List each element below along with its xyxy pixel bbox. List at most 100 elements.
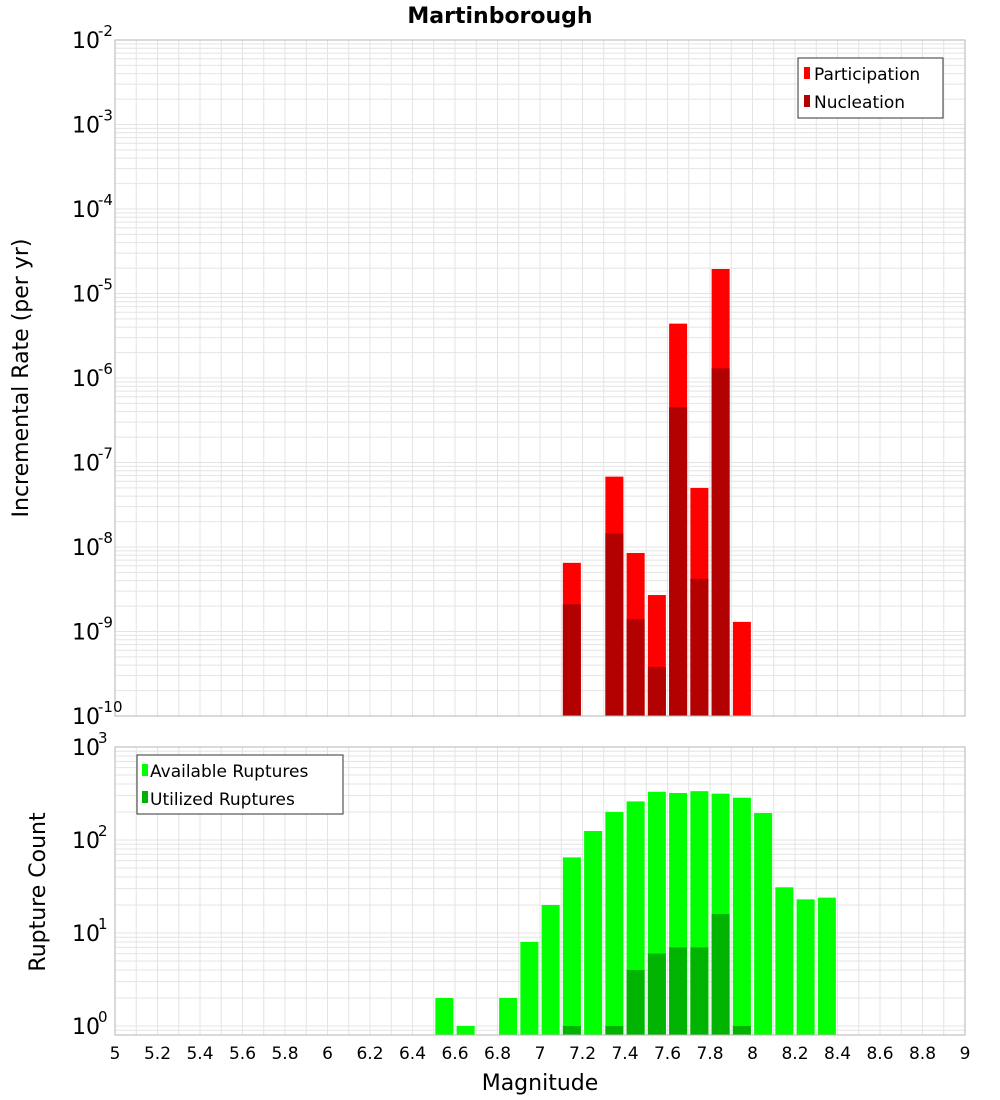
count-bar-utilized-ruptures [690,947,709,1035]
x-tick-label: 7.4 [611,1044,638,1064]
utilized-legend-swatch [142,791,148,803]
count-bar-available-ruptures [817,897,836,1035]
rate-bar-nucleation [669,407,688,716]
x-tick-label: 6.2 [356,1044,383,1064]
x-tick-label: 6.6 [441,1044,468,1064]
x-axis-label: Magnitude [482,1071,599,1096]
rate-y-tick-label: 10 [72,367,100,392]
count-bar-utilized-ruptures [562,1025,581,1035]
count-bar-available-ruptures [456,1025,475,1035]
count-bar-available-ruptures [732,797,751,1035]
count-plot-frame [114,746,966,1036]
count-bar-available-ruptures [562,857,581,1035]
count-bar-available-ruptures [499,997,518,1035]
x-tick-label: 8.6 [866,1044,893,1064]
x-tick-label: 7.6 [654,1044,681,1064]
count-y-tick-label: 10 [72,922,100,947]
rate-y-tick-exponent: -4 [98,191,113,209]
count-x-ticks: 5 5.2 5.4 5.6 5.8 6 6.2 6.4 6.6 6.8 7 7.2 7.4 7.6 7.8 8… [110,1044,971,1064]
count-bar-available-ruptures [541,904,560,1035]
count-bar-utilized-ruptures [711,914,730,1035]
rate-y-tick-label: 10 [72,452,100,477]
x-tick-label: 5.2 [144,1044,171,1064]
nucleation-legend-swatch [804,95,810,107]
count-y-tick-exponent: 0 [98,1008,108,1026]
x-tick-label: 5 [110,1044,121,1064]
rate-y-tick-exponent: -5 [98,276,113,294]
count-bar-available-ruptures [775,887,794,1035]
x-tick-label: 7.8 [696,1044,723,1064]
rate-y-tick-exponent: -3 [98,107,113,125]
utilized-legend-label: Utilized Ruptures [150,790,295,810]
chart-title: Martinborough [407,4,592,29]
count-bar-available-ruptures [754,813,773,1035]
count-y-tick-exponent: 2 [98,822,108,840]
rate-y-axis-label: Incremental Rate (per yr) [9,239,34,518]
count-bar-available-ruptures [796,899,815,1035]
rate-y-tick-label: 10 [72,621,100,646]
available-legend-label: Available Ruptures [150,762,308,782]
participation-legend-swatch [804,67,810,79]
rate-y-tick-label: 10 [72,198,100,223]
count-bars [435,791,836,1035]
count-bar-available-ruptures [435,997,454,1035]
count-bar-utilized-ruptures [647,953,666,1035]
x-tick-label: 7.2 [569,1044,596,1064]
rate-legend-box [797,57,944,119]
x-tick-label: 8.4 [824,1044,851,1064]
rate-y-tick-exponent: -9 [98,614,113,632]
count-y-tick-label: 10 [72,736,100,761]
count-bar-available-ruptures [605,812,624,1035]
rate-y-tick-exponent: -7 [98,445,113,463]
rate-bar-nucleation [647,667,666,716]
x-tick-label: 8 [747,1044,758,1064]
rate-y-tick-label: 10 [72,283,100,308]
rate-bars [562,268,751,716]
x-tick-label: 8.2 [781,1044,808,1064]
x-tick-label: 6.8 [484,1044,511,1064]
count-bar-available-ruptures [584,830,603,1035]
count-bar-utilized-ruptures [605,1025,624,1035]
rate-legend: Participation Nucleation [797,57,944,119]
count-bar-utilized-ruptures [732,1025,751,1035]
count-y-tick-label: 10 [72,829,100,854]
participation-legend-label: Participation [814,65,920,85]
x-tick-label: 8.8 [909,1044,936,1064]
rate-y-tick-label: 10 [72,114,100,139]
rate-bar-nucleation [605,533,624,716]
available-legend-swatch [142,764,148,776]
rate-grid [114,39,966,717]
count-y-tick-exponent: 3 [98,729,108,747]
rate-y-tick-label: 10 [72,705,100,730]
x-tick-label: 9 [960,1044,971,1064]
rate-y-tick-exponent: -8 [98,529,113,547]
rate-bar-participation [732,621,751,716]
count-y-axis-label: Rupture Count [26,812,51,972]
x-tick-label: 7 [535,1044,546,1064]
count-legend: Available Ruptures Utilized Ruptures [136,754,344,815]
rate-y-tick-label: 10 [72,29,100,54]
rate-bar-nucleation [562,604,581,716]
x-tick-label: 5.8 [271,1044,298,1064]
nucleation-legend-label: Nucleation [814,93,905,113]
count-legend-box [136,754,344,815]
rate-bar-nucleation [690,578,709,716]
count-bar-utilized-ruptures [626,969,645,1035]
count-bar-available-ruptures [520,942,539,1035]
x-tick-label: 6.4 [399,1044,426,1064]
count-bar-utilized-ruptures [669,947,688,1035]
rate-y-tick-exponent: -6 [98,360,113,378]
rate-plot-frame [114,39,966,717]
rate-y-tick-label: 10 [72,536,100,561]
count-y-tick-exponent: 1 [98,915,108,933]
count-y-tick-label: 10 [72,1015,100,1040]
rate-bar-nucleation [711,368,730,716]
rate-y-tick-exponent: -10 [98,698,123,716]
x-tick-label: 6 [322,1044,333,1064]
x-tick-label: 5.4 [186,1044,213,1064]
x-tick-label: 5.6 [229,1044,256,1064]
